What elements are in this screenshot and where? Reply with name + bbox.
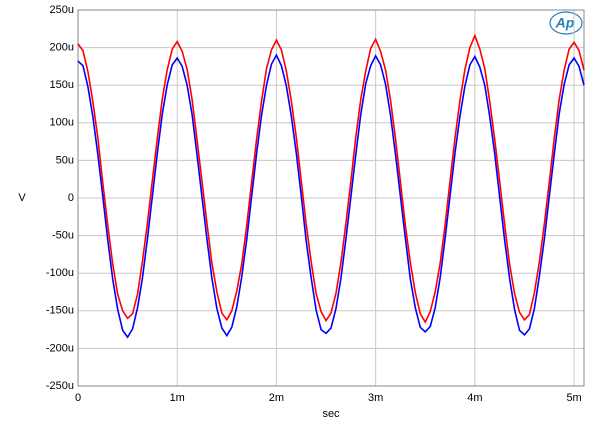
y-axis-label: V bbox=[18, 192, 26, 204]
x-tick-label: 1m bbox=[170, 392, 185, 404]
x-tick-label: 2m bbox=[269, 392, 284, 404]
series-line bbox=[77, 33, 585, 324]
x-tick-label: 4m bbox=[467, 392, 482, 404]
y-tick-label: 50u bbox=[56, 154, 74, 166]
y-tick-label: -200u bbox=[46, 342, 74, 354]
y-tick-label: -150u bbox=[46, 305, 74, 317]
y-tick-label: -100u bbox=[46, 267, 74, 279]
y-tick-label: -50u bbox=[52, 230, 74, 242]
y-tick-label: -250u bbox=[46, 380, 74, 392]
logo-ring bbox=[549, 11, 583, 35]
y-tick-label: 200u bbox=[50, 42, 74, 54]
plot-frame bbox=[77, 9, 585, 387]
y-tick-label: 100u bbox=[50, 117, 74, 129]
logo: Ap bbox=[555, 15, 575, 31]
y-tick-label: 0 bbox=[68, 192, 74, 204]
y-tick-label: 250u bbox=[50, 4, 74, 16]
series-line bbox=[77, 53, 585, 339]
x-axis-label: sec bbox=[322, 408, 340, 420]
y-tick-label: 150u bbox=[50, 79, 74, 91]
x-tick-label: 3m bbox=[368, 392, 383, 404]
x-tick-label: 5m bbox=[566, 392, 581, 404]
x-tick-label: 0 bbox=[75, 392, 81, 404]
